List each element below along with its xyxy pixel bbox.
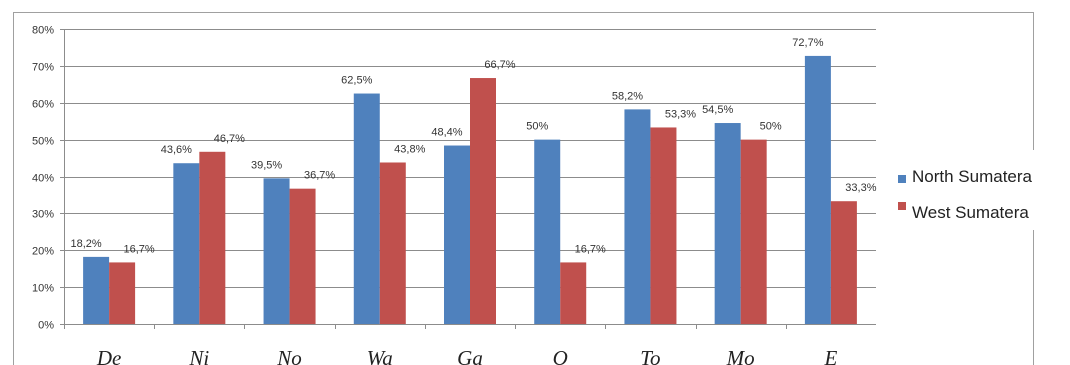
legend-swatch-north-sumatera xyxy=(898,175,906,183)
legend-label-north-sumatera: North Sumatera xyxy=(912,167,1033,186)
data-label-west-sumatera-mo: 50% xyxy=(760,121,782,133)
y-tick-label: 50% xyxy=(32,136,54,148)
bar-west-sumatera-e xyxy=(830,201,857,324)
y-tick-label: 80% xyxy=(32,25,54,37)
data-label-west-sumatera-o: 16,7% xyxy=(575,243,606,255)
data-label-north-sumatera-mo: 54,5% xyxy=(702,104,733,116)
y-tick-label: 20% xyxy=(32,246,54,258)
data-labels: 18,2% 16,7% 43,6% 46,7% 39,5% 36,7% 62,5% 43,8%… xyxy=(71,37,877,255)
bar-west-sumatera-wa xyxy=(379,162,406,324)
data-label-west-sumatera-no: 36,7% xyxy=(304,170,335,182)
legend-label-west-sumatera: West Sumatera xyxy=(912,203,1029,222)
data-label-west-sumatera-ga: 66,7% xyxy=(484,59,515,71)
x-tick-label: E xyxy=(823,346,837,365)
bar-north-sumatera-wa xyxy=(353,93,380,324)
bar-west-sumatera-to xyxy=(650,127,677,324)
data-label-west-sumatera-to: 53,3% xyxy=(665,108,696,120)
data-label-west-sumatera-e: 33,3% xyxy=(845,182,876,194)
data-label-west-sumatera-de: 16,7% xyxy=(124,243,155,255)
data-label-north-sumatera-ni: 43,6% xyxy=(161,144,192,156)
data-label-west-sumatera-wa: 43,8% xyxy=(394,143,425,155)
data-label-north-sumatera-e: 72,7% xyxy=(792,37,823,49)
bar-north-sumatera-ga xyxy=(444,145,470,324)
bar-north-sumatera-de xyxy=(83,256,110,324)
x-tick-label: No xyxy=(276,346,302,365)
bar-west-sumatera-ni xyxy=(199,151,226,324)
bar-north-sumatera-mo xyxy=(714,123,741,324)
x-tick-label: Mo xyxy=(726,346,755,365)
bar-west-sumatera-no xyxy=(289,188,316,324)
y-tick-label: 10% xyxy=(32,283,54,295)
x-tick-label: O xyxy=(553,346,568,365)
legend-swatch-west-sumatera xyxy=(898,202,906,210)
bar-north-sumatera-no xyxy=(263,178,290,324)
bar-west-sumatera-mo xyxy=(740,139,767,324)
y-tick-label: 70% xyxy=(32,62,54,74)
x-tick-label: Ni xyxy=(188,346,209,365)
data-label-north-sumatera-to: 58,2% xyxy=(612,90,643,102)
y-tick-label: 30% xyxy=(32,209,54,221)
axes: 0% 10% 20% 30% 40% 50% 60% 70% 80% De Ni No Wa Ga O To M… xyxy=(32,25,876,365)
y-tick-label: 0% xyxy=(38,320,54,332)
bars xyxy=(83,55,857,324)
x-tick-label: Wa xyxy=(367,346,393,365)
y-tick-label: 60% xyxy=(32,99,54,111)
bar-north-sumatera-o xyxy=(534,139,561,324)
bar-north-sumatera-e xyxy=(804,55,831,324)
data-label-north-sumatera-o: 50% xyxy=(526,121,548,133)
bar-west-sumatera-ga xyxy=(470,78,496,324)
data-label-north-sumatera-no: 39,5% xyxy=(251,159,282,171)
legend: North Sumatera West Sumatera xyxy=(893,150,1035,230)
data-label-north-sumatera-wa: 62,5% xyxy=(341,75,372,87)
data-label-north-sumatera-de: 18,2% xyxy=(71,238,102,250)
bar-west-sumatera-de xyxy=(109,262,136,324)
x-tick-label: Ga xyxy=(457,346,483,365)
bar-north-sumatera-ni xyxy=(173,163,200,324)
bar-west-sumatera-o xyxy=(560,262,587,324)
y-tick-label: 40% xyxy=(32,173,54,185)
data-label-north-sumatera-ga: 48,4% xyxy=(431,127,462,139)
chart-frame xyxy=(13,12,1034,365)
legend-bg xyxy=(893,150,1035,230)
x-tick-label: De xyxy=(96,346,122,365)
data-label-west-sumatera-ni: 46,7% xyxy=(214,133,245,145)
bar-north-sumatera-to xyxy=(624,109,651,324)
x-tick-label: To xyxy=(640,346,660,365)
